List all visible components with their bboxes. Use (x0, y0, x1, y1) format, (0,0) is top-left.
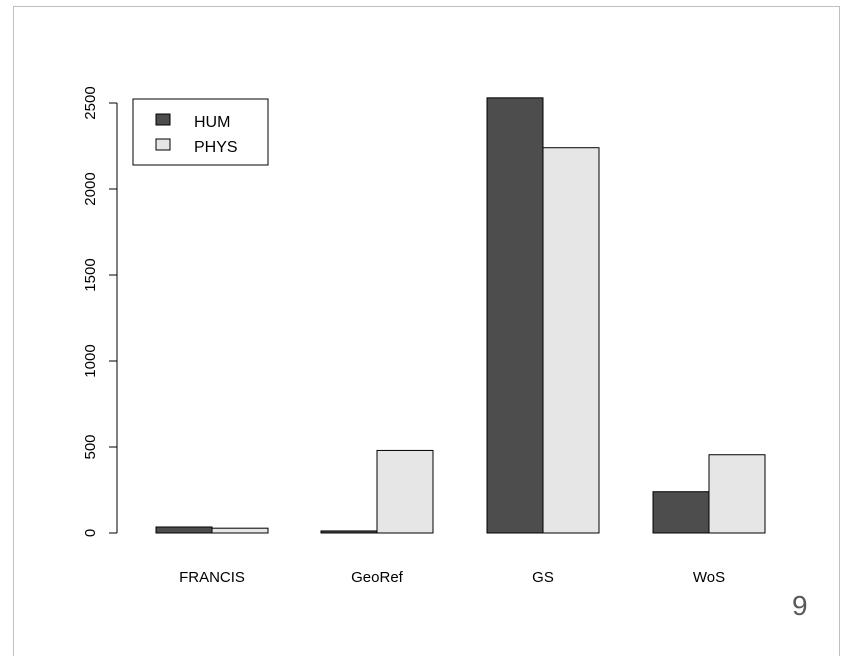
y-tick-label: 2500 (82, 86, 99, 119)
bars (155, 97, 766, 534)
legend-swatch-phys (155, 138, 171, 151)
legend-box (132, 98, 269, 166)
x-tick-label: FRANCIS (179, 569, 245, 586)
x-tick-label: GeoRef (351, 569, 404, 586)
legend-label-hum: HUM (194, 114, 230, 131)
bar-hum-gs (486, 97, 544, 534)
y-tick-label: 2000 (82, 172, 99, 205)
bar-hum-wos (652, 491, 710, 534)
x-axis-labels: FRANCIS GeoRef GS WoS (179, 569, 725, 586)
y-tick-label: 1000 (82, 344, 99, 377)
y-axis: 0 500 1000 1500 2000 2500 (82, 86, 118, 537)
bar-hum-francis (155, 526, 213, 534)
bar-hum-georef (320, 530, 378, 534)
x-tick-label: GS (532, 569, 554, 586)
x-tick-label: WoS (693, 569, 725, 586)
legend-swatch-hum (155, 113, 171, 126)
y-tick-label: 0 (82, 529, 99, 537)
bar-phys-wos (708, 454, 766, 534)
y-tick-label: 500 (82, 434, 99, 459)
bar-phys-francis (211, 527, 269, 534)
y-tick-label: 1500 (82, 258, 99, 291)
page-number: 9 (792, 590, 808, 621)
legend: HUM PHYS (132, 98, 269, 166)
bar-phys-georef (376, 449, 434, 534)
legend-label-phys: PHYS (194, 139, 238, 156)
bar-phys-gs (542, 147, 600, 534)
